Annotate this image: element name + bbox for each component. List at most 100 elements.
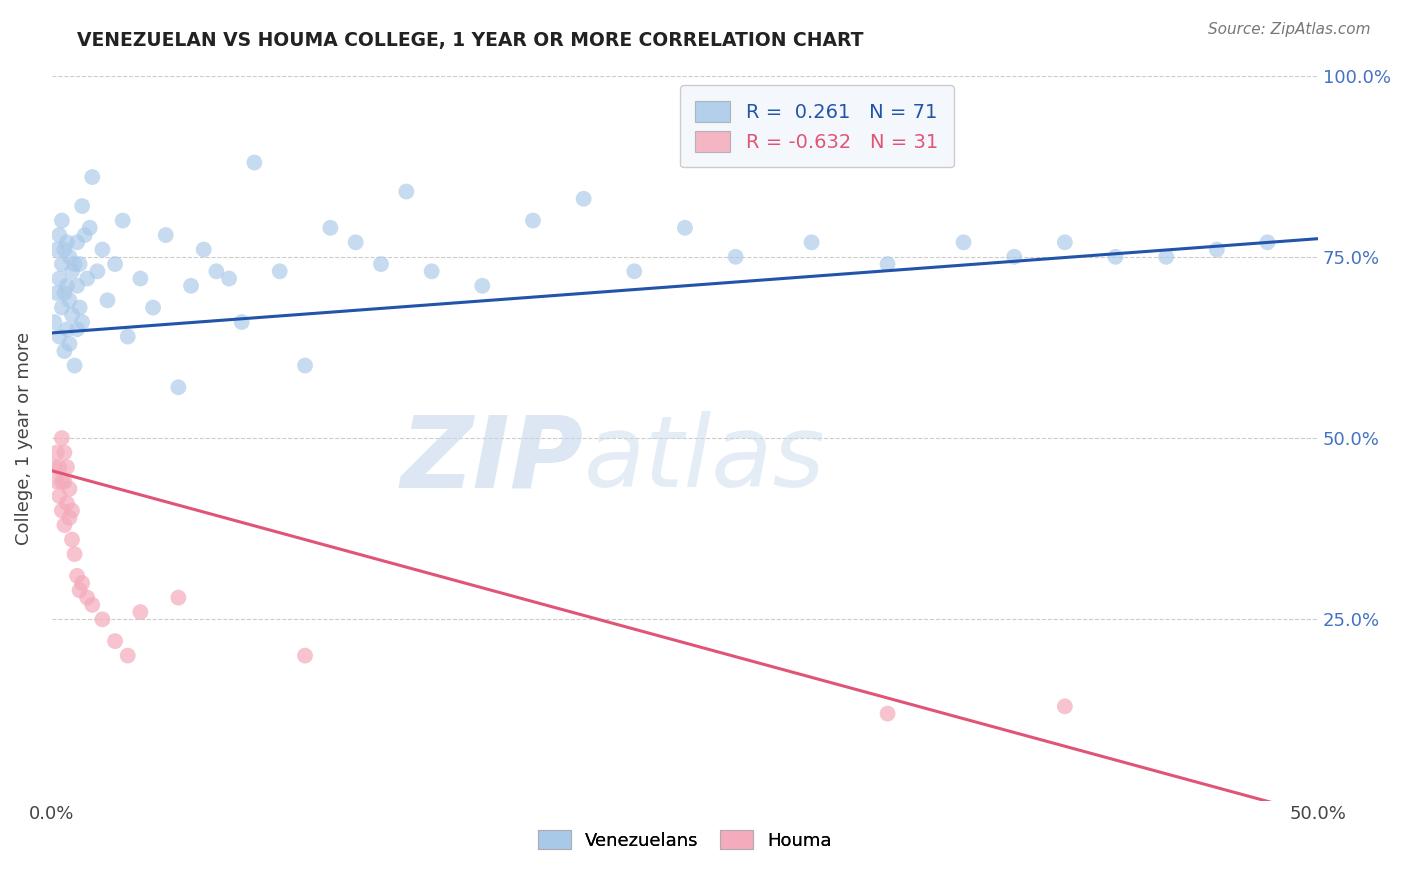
Point [129,605,152,619]
Point [294,648,316,663]
Point [269,264,291,278]
Text: atlas: atlas [583,411,825,508]
Point [117,648,139,663]
Legend: Venezuelans, Houma: Venezuelans, Houma [531,822,839,857]
Point [45,475,67,489]
Point [45,286,67,301]
Point [129,271,152,285]
Point [60,308,83,322]
Point [86,264,108,278]
Point [63,257,86,271]
Point [69,583,91,598]
Y-axis label: College, 1 year or more: College, 1 year or more [15,332,32,545]
Point [952,235,974,250]
Point [1002,250,1025,264]
Point [1053,235,1076,250]
Point [48,329,70,343]
Point [231,315,253,329]
Point [69,301,91,315]
Point [1205,243,1227,257]
Point [56,460,79,475]
Point [51,475,73,489]
Point [218,271,240,285]
Point [66,322,89,336]
Point [51,503,73,517]
Point [70,199,93,213]
Point [58,336,80,351]
Point [1154,250,1177,264]
Point [800,235,823,250]
Point [51,213,73,227]
Point [53,518,76,533]
Point [66,235,89,250]
Point [111,213,134,227]
Point [70,315,93,329]
Point [370,257,392,271]
Point [319,220,342,235]
Point [142,301,165,315]
Point [96,293,118,308]
Point [60,264,83,278]
Point [243,155,266,169]
Point [58,482,80,496]
Point [522,213,544,227]
Point [623,264,645,278]
Point [117,329,139,343]
Point [48,271,70,285]
Point [66,569,89,583]
Point [53,475,76,489]
Point [60,533,83,547]
Point [1104,250,1126,264]
Point [53,344,76,359]
Point [44,315,66,329]
Point [48,489,70,503]
Point [420,264,443,278]
Point [82,598,104,612]
Point [44,460,66,475]
Point [73,227,96,242]
Point [70,576,93,591]
Point [53,445,76,459]
Point [58,293,80,308]
Point [395,185,418,199]
Point [572,192,595,206]
Point [76,271,98,285]
Point [69,257,91,271]
Point [66,278,89,293]
Text: ZIP: ZIP [401,411,583,508]
Point [155,227,177,242]
Point [53,286,76,301]
Text: Source: ZipAtlas.com: Source: ZipAtlas.com [1208,22,1371,37]
Point [180,278,202,293]
Point [673,220,696,235]
Point [205,264,228,278]
Point [48,460,70,475]
Point [56,235,79,250]
Point [167,591,190,605]
Point [56,496,79,510]
Point [91,612,114,626]
Point [45,445,67,459]
Point [48,227,70,242]
Point [193,243,215,257]
Point [104,634,127,648]
Point [63,359,86,373]
Point [51,301,73,315]
Point [876,706,898,721]
Point [167,380,190,394]
Text: VENEZUELAN VS HOUMA COLLEGE, 1 YEAR OR MORE CORRELATION CHART: VENEZUELAN VS HOUMA COLLEGE, 1 YEAR OR M… [77,31,863,50]
Point [51,431,73,445]
Point [56,278,79,293]
Point [51,257,73,271]
Point [876,257,898,271]
Point [63,547,86,561]
Point [344,235,367,250]
Point [471,278,494,293]
Point [53,243,76,257]
Point [60,503,83,517]
Point [294,359,316,373]
Point [58,511,80,525]
Point [1256,235,1278,250]
Point [104,257,127,271]
Point [58,250,80,264]
